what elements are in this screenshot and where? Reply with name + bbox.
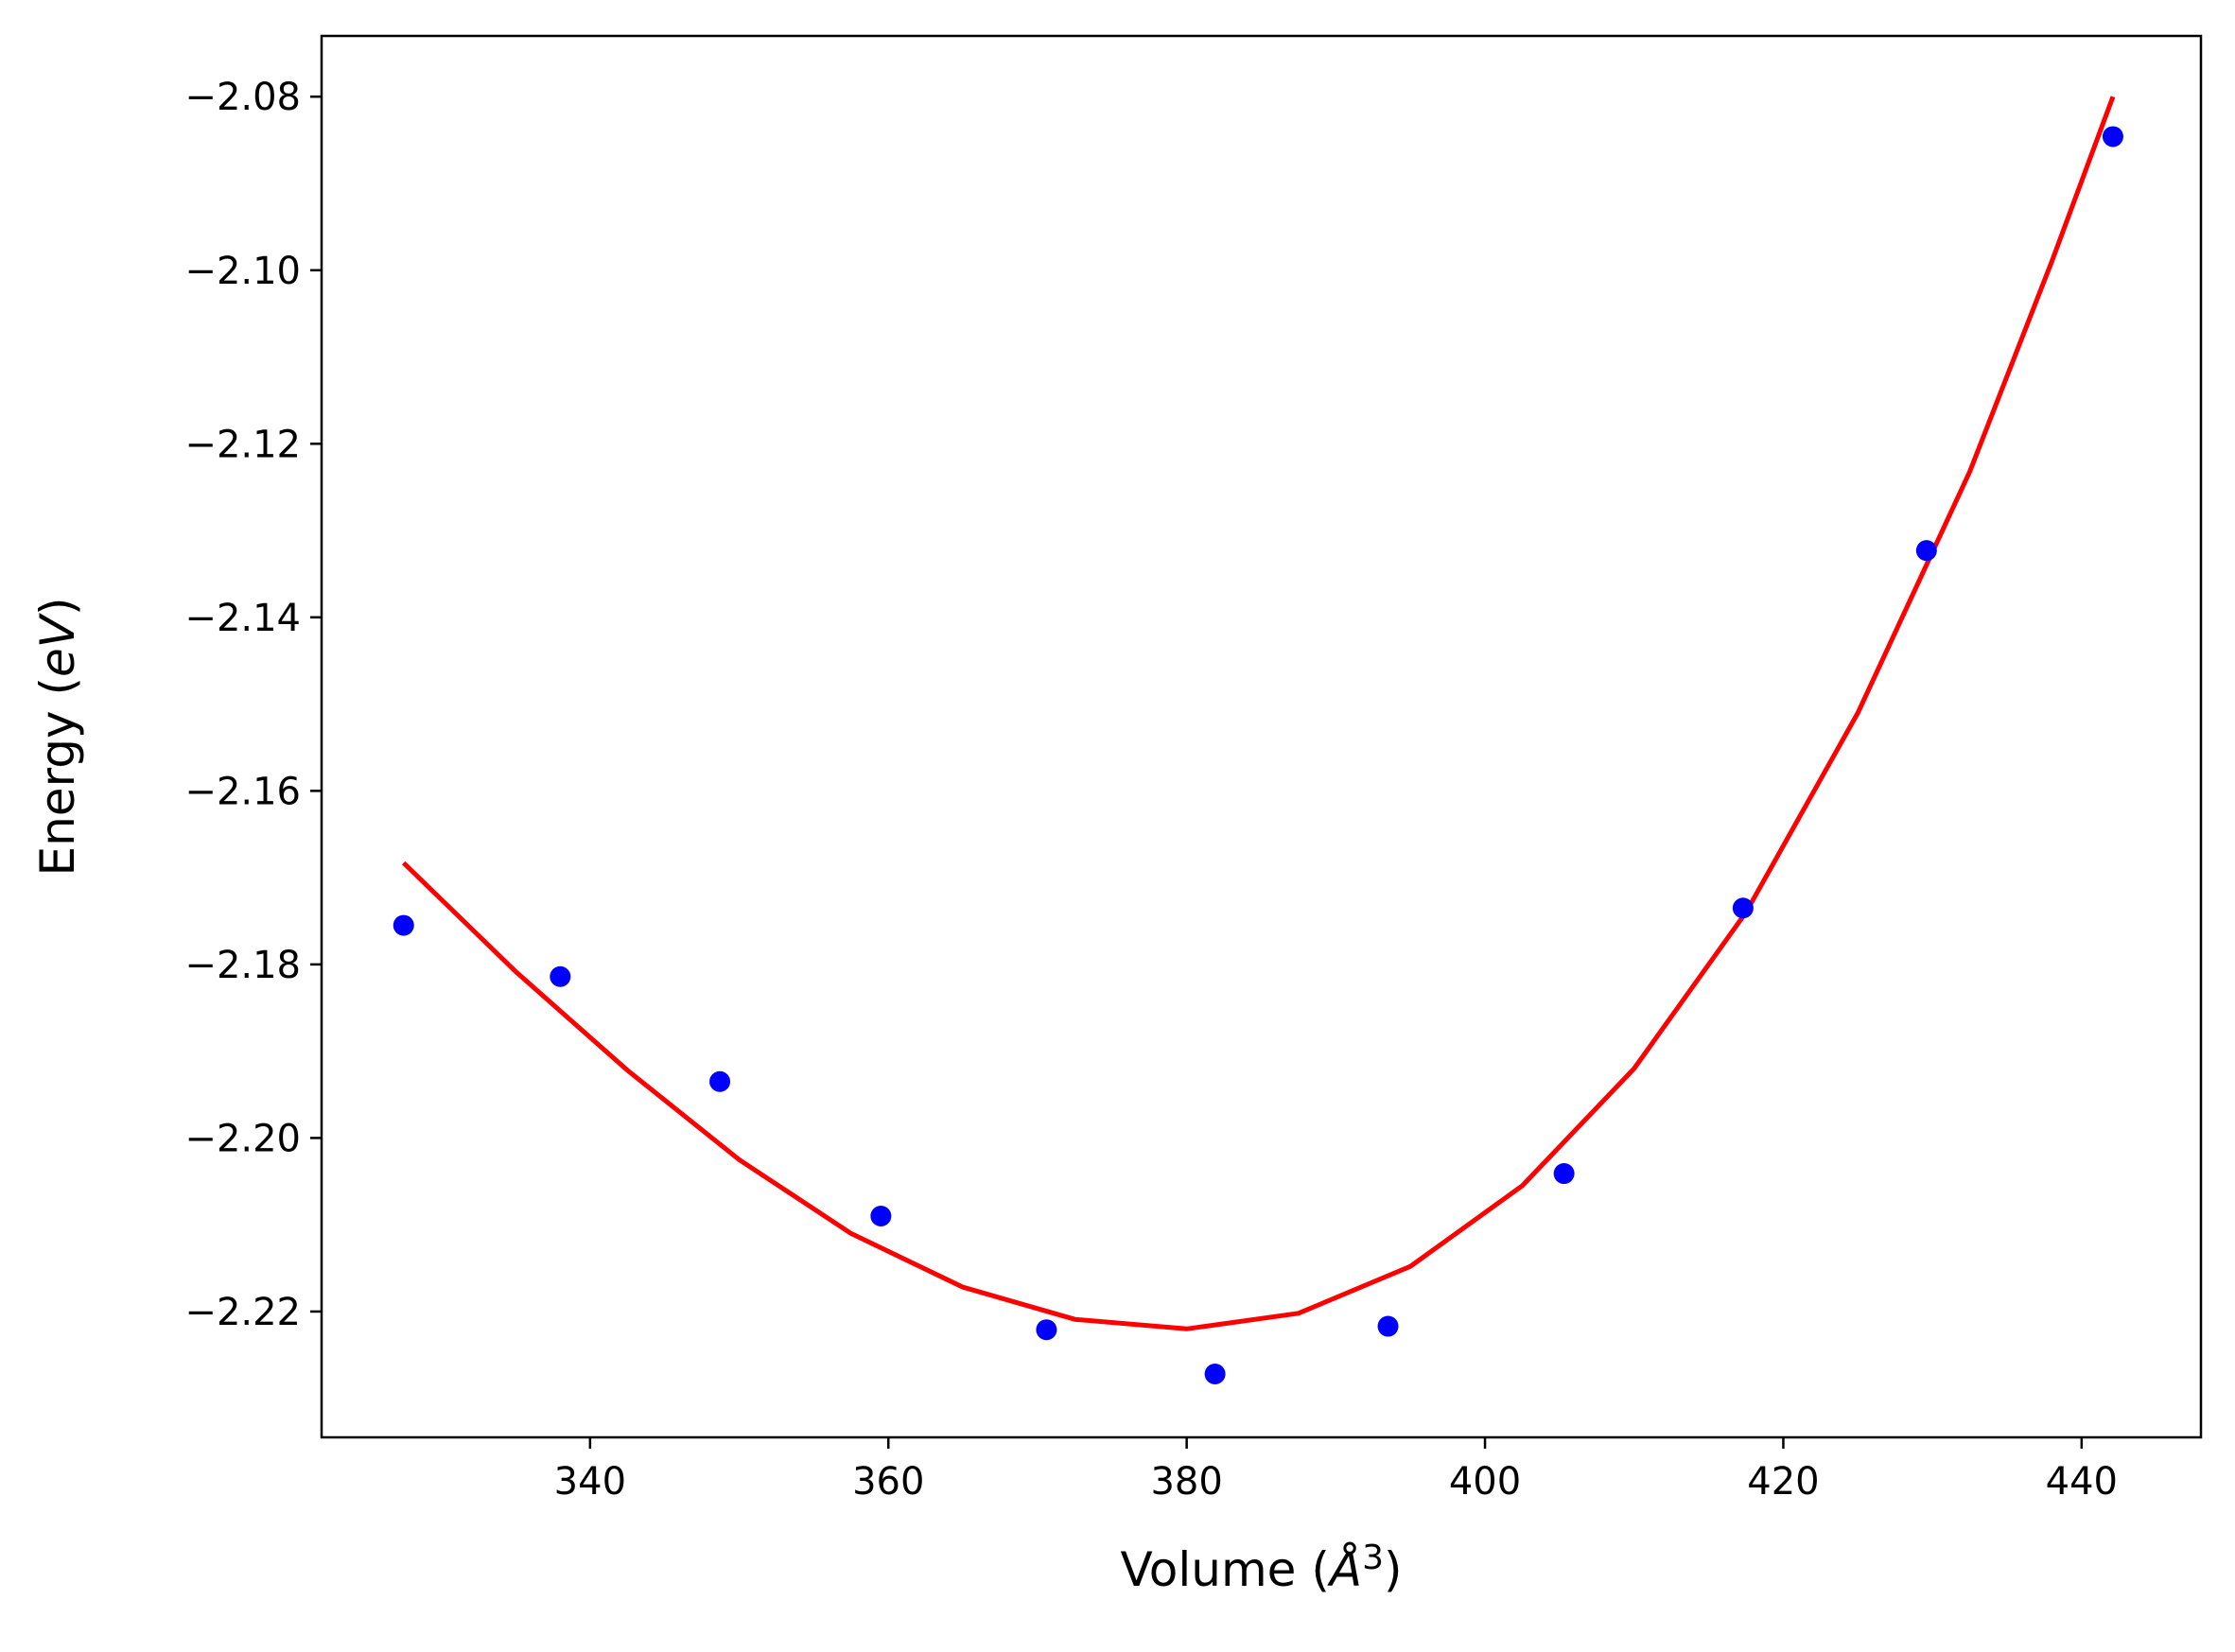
data-point bbox=[870, 1206, 892, 1226]
x-tick-label: 340 bbox=[554, 1460, 626, 1504]
y-tick-label: −2.10 bbox=[184, 250, 301, 293]
data-point bbox=[709, 1070, 731, 1092]
data-point bbox=[1553, 1163, 1575, 1185]
y-tick-label: −2.12 bbox=[184, 423, 301, 466]
x-tick-label: 440 bbox=[2046, 1460, 2118, 1504]
x-axis-ticks: 340 360 380 400 420 440 bbox=[554, 1437, 2118, 1504]
axes-frame bbox=[320, 34, 2203, 1439]
y-axis-label: Energy (eV) bbox=[30, 598, 85, 877]
x-tick-label: 400 bbox=[1449, 1460, 1521, 1504]
y-tick-label: −2.18 bbox=[184, 944, 301, 987]
data-point bbox=[1204, 1364, 1226, 1385]
data-point bbox=[393, 914, 414, 936]
fit-curve bbox=[401, 96, 2116, 1331]
data-point bbox=[550, 965, 571, 987]
x-tick-label: 360 bbox=[852, 1460, 924, 1504]
y-axis-ticks: −2.08 −2.10 −2.12 −2.14 −2.16 −2.18 −2.20 −2.22 bbox=[184, 76, 322, 1334]
y-tick-label: −2.14 bbox=[184, 597, 301, 640]
data-point bbox=[1036, 1319, 1057, 1341]
data-point bbox=[1915, 540, 1937, 562]
x-tick-label: 380 bbox=[1150, 1460, 1222, 1504]
y-tick-label: −2.16 bbox=[184, 770, 301, 813]
plot-area bbox=[393, 96, 2123, 1385]
x-tick-label: 420 bbox=[1747, 1460, 1819, 1504]
data-point bbox=[2102, 126, 2123, 148]
x-axis-label: Volume (Å3) bbox=[1120, 1539, 1402, 1597]
data-point bbox=[1732, 897, 1754, 919]
data-point bbox=[1377, 1315, 1399, 1337]
y-tick-label: −2.08 bbox=[184, 76, 301, 119]
y-tick-label: −2.22 bbox=[184, 1291, 301, 1334]
y-tick-label: −2.20 bbox=[184, 1117, 301, 1160]
